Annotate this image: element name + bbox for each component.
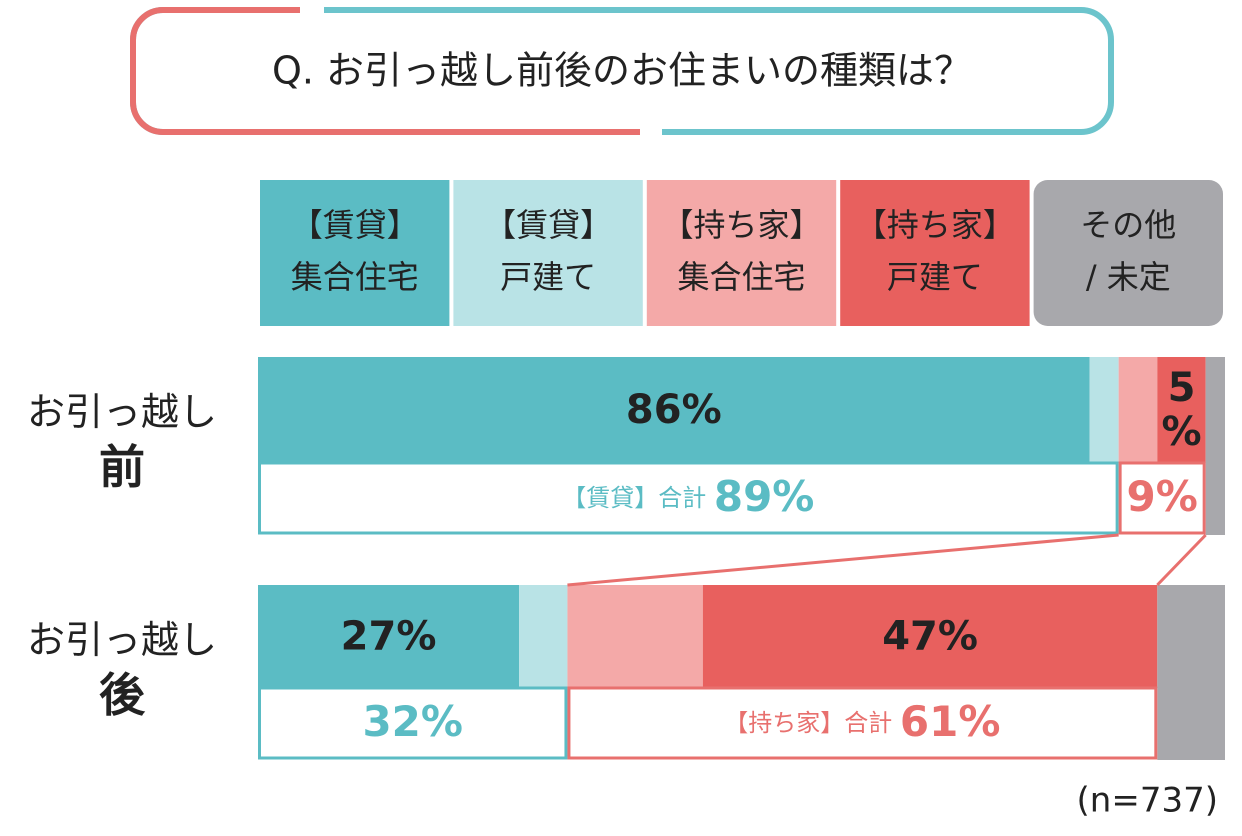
legend-label: 【持ち家】集合住宅 [661, 206, 821, 296]
legend-swatch [1033, 180, 1223, 326]
value-label: 86% [626, 387, 722, 433]
total-name: 【賃貸】合計 [562, 484, 714, 512]
bar-segment [519, 585, 568, 688]
bar-segment [1157, 357, 1206, 463]
total-label: 【賃貸】合計 89% [562, 472, 814, 521]
legend-swatch [646, 180, 837, 326]
total-box [567, 686, 1158, 760]
bar-segment [1118, 357, 1158, 463]
title-frame-accent [130, 7, 640, 135]
bar-segment [1205, 357, 1225, 535]
row-label: お引っ越し後 [27, 618, 217, 722]
title: Q. お引っ越し前後のお住まいの種類は？ [272, 49, 972, 93]
bar-segment [567, 585, 703, 688]
bar-segment [702, 585, 1158, 688]
total-label: 32% [362, 697, 463, 746]
value-label: 27% [341, 614, 437, 660]
bar-segment [258, 357, 1090, 463]
total-value: 61% [900, 697, 1001, 746]
value-label: 47% [882, 614, 978, 660]
bar-segment [1089, 357, 1119, 463]
legend-label: 【賃貸】戸建て [484, 206, 612, 296]
legend-swatch [453, 180, 643, 326]
bar-segment [258, 585, 520, 688]
total-label: 9% [1126, 472, 1197, 521]
legend-label: その他/ 未定 [1080, 206, 1176, 296]
connector [567, 533, 1119, 587]
row-label: お引っ越し前 [27, 390, 217, 494]
sample-note: (n=737) [1077, 781, 1218, 821]
total-box [1118, 461, 1206, 535]
total-value: 89% [714, 472, 815, 521]
value-label: 5% [1161, 365, 1201, 455]
bar-segment [1157, 585, 1225, 760]
total-value: 32% [362, 697, 463, 746]
total-box [258, 461, 1119, 535]
legend-swatch [840, 180, 1030, 326]
title-gap [300, 2, 324, 18]
title-gap [640, 124, 662, 140]
legend-swatch [260, 180, 450, 326]
total-name: 【持ち家】合計 [724, 709, 900, 737]
connector [1156, 533, 1207, 587]
legend-label: 【持ち家】戸建て [855, 206, 1015, 296]
legend-label: 【賃貸】集合住宅 [291, 206, 419, 296]
total-box [258, 686, 568, 760]
total-value: 9% [1126, 472, 1197, 521]
total-label: 【持ち家】合計 61% [724, 697, 1000, 746]
